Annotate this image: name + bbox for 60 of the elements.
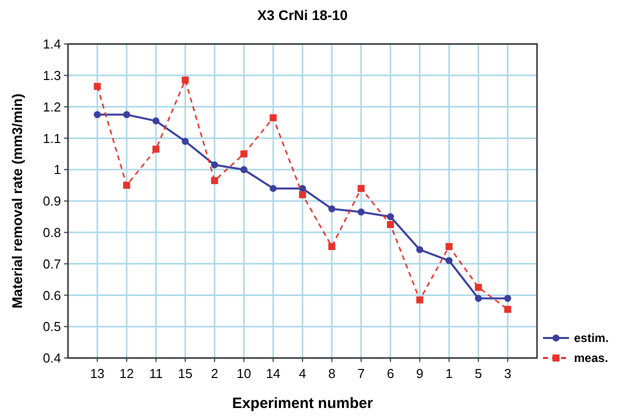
point — [386, 221, 394, 228]
x-tick-label: 3 — [504, 366, 512, 381]
point — [240, 166, 248, 174]
point — [474, 284, 482, 291]
y-tick-label: 0.7 — [42, 256, 61, 272]
point — [386, 213, 394, 220]
y-tick-label: 1.1 — [42, 130, 61, 146]
point — [328, 243, 336, 250]
point — [358, 208, 365, 216]
point — [474, 294, 482, 302]
point — [94, 82, 101, 90]
x-tick-label: 1 — [445, 366, 453, 381]
point — [182, 138, 189, 145]
legend-label: meas. — [574, 351, 608, 366]
point — [152, 146, 160, 153]
legend-label: estim. — [574, 331, 609, 346]
x-tick-label: 2 — [210, 366, 218, 381]
x-tick-label: 8 — [328, 366, 336, 381]
point — [152, 117, 160, 124]
point — [240, 150, 248, 158]
point — [416, 246, 424, 254]
y-tick-label: 0.5 — [42, 319, 61, 334]
x-tick-label: 6 — [386, 366, 394, 381]
point — [358, 184, 365, 192]
y-tick-label: 0.4 — [42, 350, 61, 366]
point — [182, 76, 189, 84]
x-tick-label: 5 — [474, 366, 482, 381]
x-tick-label: 4 — [298, 366, 306, 381]
point — [211, 161, 218, 168]
y-tick-label: 0.9 — [42, 194, 61, 209]
chart-title: X3 CrNi 18-10 — [257, 7, 348, 23]
y-tick-label: 0.6 — [42, 288, 61, 303]
point — [328, 205, 336, 212]
point — [94, 111, 101, 118]
point — [123, 182, 130, 189]
y-tick-label: 1.3 — [42, 68, 61, 83]
point — [270, 114, 277, 122]
point — [123, 111, 130, 118]
x-tick-label: 7 — [358, 366, 365, 381]
y-tick-label: 0.8 — [42, 224, 61, 240]
y-axis-title: Material removal rate (mm3/min) — [9, 94, 25, 308]
y-tick-label: 1.2 — [42, 99, 61, 114]
x-tick-label: 12 — [119, 366, 134, 381]
x-axis-title: Experiment number — [232, 395, 374, 412]
point — [446, 243, 453, 250]
x-tick-label: 10 — [236, 366, 252, 381]
y-tick-label: 1.4 — [42, 36, 61, 52]
x-tick-label: 9 — [416, 366, 424, 381]
point — [446, 257, 453, 264]
x-tick-label: 14 — [266, 366, 280, 381]
x-tick-label: 13 — [90, 366, 105, 381]
point — [299, 191, 306, 198]
point — [270, 184, 277, 192]
x-tick-label: 11 — [149, 366, 163, 381]
point — [211, 177, 218, 184]
point — [504, 294, 512, 302]
y-tick-label: 1 — [54, 162, 61, 178]
point — [504, 306, 512, 313]
x-tick-label: 15 — [178, 366, 192, 381]
point — [416, 296, 424, 304]
